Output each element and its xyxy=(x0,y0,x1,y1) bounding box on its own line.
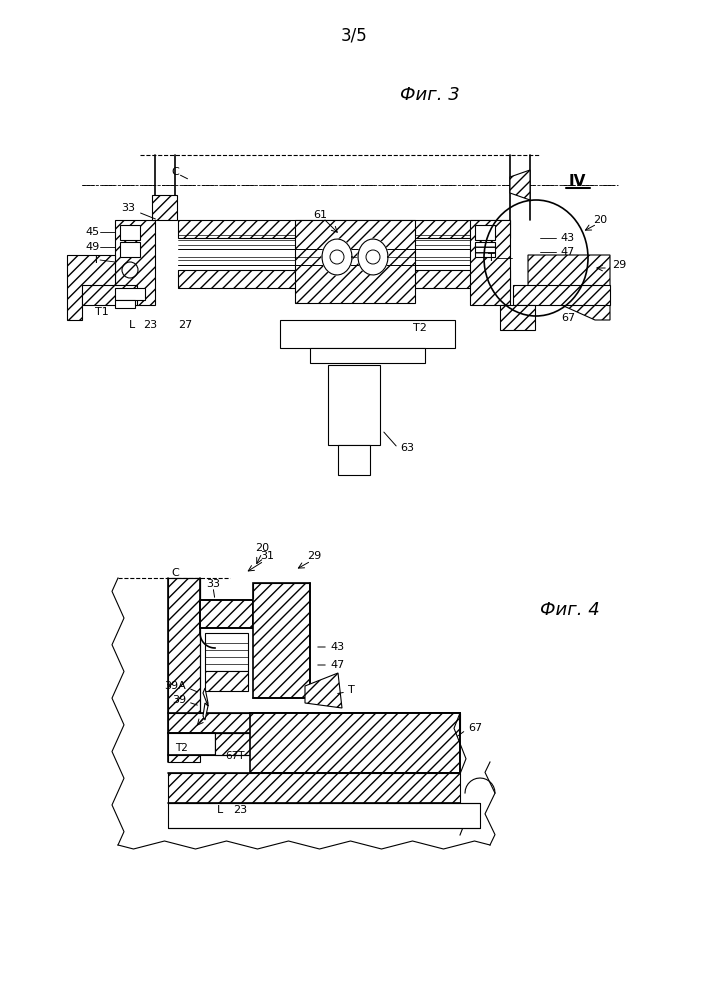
Text: 39: 39 xyxy=(172,695,186,705)
Text: 3/5: 3/5 xyxy=(340,26,367,44)
Text: 20: 20 xyxy=(593,215,607,225)
Text: 27: 27 xyxy=(178,320,192,330)
Polygon shape xyxy=(528,255,610,320)
Text: T2: T2 xyxy=(413,323,427,333)
Text: 43: 43 xyxy=(560,233,574,243)
Bar xyxy=(115,288,145,300)
Bar xyxy=(115,300,135,308)
Bar xyxy=(168,773,460,803)
Text: T: T xyxy=(94,255,100,265)
Polygon shape xyxy=(305,673,342,708)
Bar xyxy=(168,733,215,755)
Bar xyxy=(205,633,248,671)
Text: 67T: 67T xyxy=(225,751,245,761)
Text: Фиг. 4: Фиг. 4 xyxy=(540,601,600,619)
Bar xyxy=(470,220,510,305)
Text: C: C xyxy=(171,568,179,578)
Bar xyxy=(513,285,610,305)
Bar xyxy=(253,583,310,698)
Circle shape xyxy=(366,250,380,264)
Polygon shape xyxy=(510,170,530,200)
Bar xyxy=(215,733,250,755)
Text: 23: 23 xyxy=(143,320,157,330)
Text: C: C xyxy=(171,167,179,177)
Bar xyxy=(120,242,140,257)
Bar xyxy=(120,225,140,240)
Text: 67: 67 xyxy=(561,313,575,323)
Text: L: L xyxy=(217,805,223,815)
Text: 31: 31 xyxy=(260,551,274,561)
Text: 49: 49 xyxy=(86,242,100,252)
Polygon shape xyxy=(358,239,388,275)
Text: 43: 43 xyxy=(330,642,344,652)
Text: Фиг. 3: Фиг. 3 xyxy=(400,86,460,104)
Text: IV: IV xyxy=(569,174,586,190)
Bar xyxy=(82,285,137,305)
Bar xyxy=(328,365,380,445)
Text: T: T xyxy=(348,685,354,695)
Text: 61: 61 xyxy=(313,210,327,220)
Bar xyxy=(500,305,535,330)
Text: 29: 29 xyxy=(612,260,626,270)
Bar xyxy=(338,445,370,475)
Text: 47: 47 xyxy=(330,660,345,670)
Text: 45: 45 xyxy=(86,227,100,237)
Bar xyxy=(250,713,460,773)
Text: L: L xyxy=(129,320,135,330)
Bar xyxy=(310,348,425,363)
Text: 20: 20 xyxy=(255,543,269,553)
Polygon shape xyxy=(203,688,208,706)
Text: T2: T2 xyxy=(175,743,188,753)
Bar xyxy=(205,671,248,691)
Bar xyxy=(178,270,510,288)
Text: 23: 23 xyxy=(233,805,247,815)
Text: T: T xyxy=(489,253,495,263)
Text: 39A: 39A xyxy=(164,681,186,691)
Text: 63: 63 xyxy=(400,443,414,453)
Text: 67: 67 xyxy=(468,723,482,733)
Polygon shape xyxy=(203,703,208,720)
Text: 33: 33 xyxy=(206,579,220,589)
Bar xyxy=(200,600,253,628)
Circle shape xyxy=(330,250,344,264)
Text: 47: 47 xyxy=(560,247,574,257)
Bar xyxy=(475,225,495,240)
Bar xyxy=(168,578,200,762)
Text: 29: 29 xyxy=(307,551,321,561)
Bar xyxy=(178,220,510,238)
Polygon shape xyxy=(67,255,115,320)
Bar xyxy=(475,242,495,257)
Bar xyxy=(280,320,455,348)
Bar xyxy=(115,220,155,305)
Polygon shape xyxy=(322,239,352,275)
Bar xyxy=(168,713,460,733)
Bar xyxy=(168,803,480,828)
Text: 33: 33 xyxy=(121,203,135,213)
Bar xyxy=(295,220,415,303)
Bar xyxy=(152,195,177,220)
Text: T1: T1 xyxy=(95,307,108,317)
